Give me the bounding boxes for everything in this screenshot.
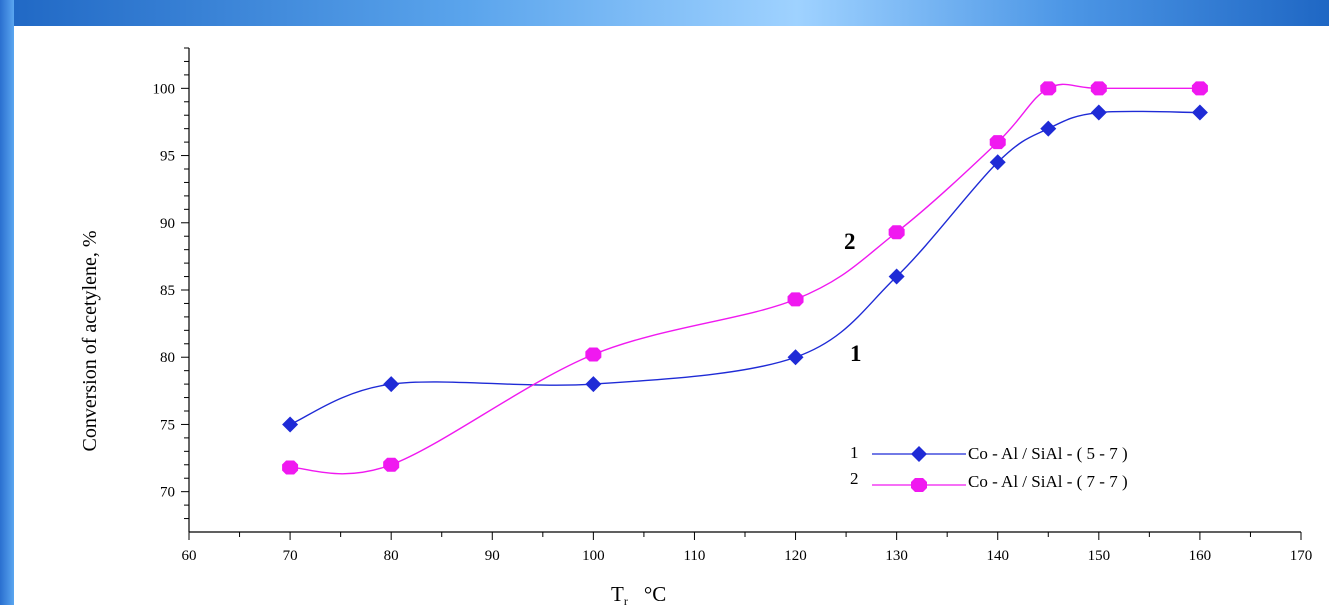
series-1-point [1191, 104, 1208, 121]
x-tick-label: 120 [784, 548, 807, 564]
x-tick-label: 100 [582, 548, 605, 564]
series-1-point [1040, 120, 1057, 137]
y-tick-label: 85 [160, 283, 175, 299]
series-2-point [888, 225, 905, 240]
x-tick-label: 70 [283, 548, 298, 564]
series-2-point [787, 292, 804, 307]
legend-number-2: 2 [850, 469, 859, 488]
background-streak [0, 0, 1329, 30]
series-markers [282, 81, 1208, 475]
series-1-point [787, 349, 804, 366]
x-axis-label-symbol: T [611, 582, 624, 605]
series-1-line [289, 110, 1200, 426]
x-tick-label: 170 [1290, 548, 1313, 564]
legend: 1 Co - Al / SiAl - ( 5 - 7 ) 2 Co - Al /… [850, 443, 1128, 492]
series-2-point [989, 135, 1006, 150]
x-tick-label: 80 [384, 548, 399, 564]
y-tick-label: 100 [153, 81, 176, 97]
x-axis-label: Tr °C [611, 582, 666, 605]
legend-label-1: Co - Al / SiAl - ( 5 - 7 ) [968, 444, 1128, 463]
series-curves [289, 83, 1200, 475]
series-2-point [383, 457, 400, 472]
x-tick-label: 90 [485, 548, 500, 564]
series-1-point [1090, 104, 1107, 121]
axis-ticks: 60 70 80 90 100 110 120 130 140 150 160 170 70 75 80 85… [153, 47, 1313, 564]
series-1-point [888, 268, 905, 285]
x-axis-label-subscript: r [624, 594, 628, 605]
legend-label-2: Co - Al / SiAl - ( 7 - 7 ) [968, 472, 1128, 491]
x-tick-label: 150 [1088, 548, 1111, 564]
conversion-chart: 60 70 80 90 100 110 120 130 140 150 160 170 70 75 80 85… [79, 47, 1313, 605]
y-tick-label: 90 [160, 216, 175, 232]
y-tick-label: 75 [160, 417, 175, 433]
x-tick-label: 160 [1189, 548, 1212, 564]
curve-label-2: 2 [844, 229, 856, 254]
y-tick-label: 70 [160, 485, 175, 501]
y-axis-label: Conversion of acetylene, % [79, 230, 101, 451]
background-left-bar [0, 0, 14, 605]
series-2-line [290, 83, 1200, 475]
x-tick-label: 60 [182, 548, 197, 564]
chart-panel: 60 70 80 90 100 110 120 130 140 150 160 170 70 75 80 85… [14, 26, 1329, 605]
y-tick-label: 80 [160, 350, 175, 366]
legend-number-1: 1 [850, 443, 859, 462]
y-tick-label: 95 [160, 149, 175, 165]
x-axis-label-unit: °C [644, 582, 666, 605]
series-1-point [585, 376, 602, 393]
series-2-point [1191, 81, 1208, 96]
series-1-point [989, 154, 1006, 171]
series-2-point [1040, 81, 1057, 96]
x-tick-label: 110 [683, 548, 705, 564]
series-2-point [282, 460, 299, 475]
series-2-point [585, 347, 602, 362]
series-1-point [282, 416, 299, 433]
legend-marker-2 [911, 478, 927, 492]
legend-marker-1 [911, 446, 927, 462]
x-tick-label: 140 [986, 548, 1009, 564]
series-1-point [383, 376, 400, 393]
series-2-point [1090, 81, 1107, 96]
curve-label-1: 1 [850, 341, 862, 366]
axes [188, 48, 1301, 533]
x-tick-label: 130 [885, 548, 908, 564]
